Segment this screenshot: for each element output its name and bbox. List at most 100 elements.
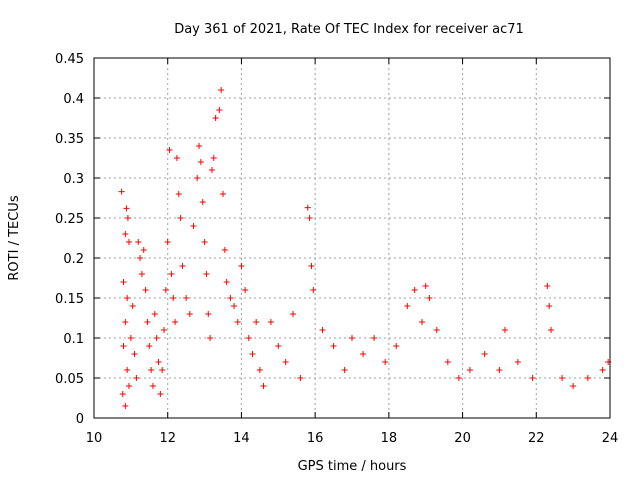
- x-tick-label: 14: [233, 431, 250, 446]
- data-point: [194, 175, 201, 181]
- data-point: [496, 367, 503, 373]
- data-point: [501, 327, 508, 333]
- y-tick-label: 0.25: [55, 212, 84, 227]
- data-point: [144, 319, 151, 325]
- x-tick-label: 24: [602, 431, 619, 446]
- data-point: [584, 375, 591, 381]
- data-point: [173, 155, 180, 161]
- data-point: [308, 263, 315, 269]
- data-point: [201, 239, 208, 245]
- data-point: [155, 359, 162, 365]
- data-point: [382, 359, 389, 365]
- data-point: [149, 383, 156, 389]
- data-point: [123, 205, 130, 212]
- data-point: [304, 204, 311, 211]
- data-point: [183, 295, 190, 301]
- plot-frame: [93, 57, 611, 419]
- data-point: [212, 115, 219, 121]
- data-point: [138, 271, 145, 277]
- x-tick-label: 22: [528, 431, 545, 446]
- x-tick-label: 18: [381, 431, 398, 446]
- data-point: [203, 271, 210, 277]
- data-point: [227, 295, 234, 301]
- data-point: [177, 215, 184, 221]
- y-tick-label: 0.05: [55, 372, 84, 387]
- data-point: [120, 343, 127, 349]
- data-point: [140, 247, 147, 253]
- data-point: [122, 403, 129, 409]
- data-point: [153, 335, 160, 341]
- data-point: [126, 239, 133, 245]
- data-point: [426, 295, 433, 301]
- data-point: [514, 359, 521, 365]
- data-point: [245, 335, 252, 341]
- data-point: [119, 391, 126, 397]
- data-point: [253, 319, 260, 325]
- data-point: [455, 375, 462, 381]
- data-point: [599, 367, 606, 373]
- data-point: [151, 311, 158, 317]
- x-axis-title: GPS time / hours: [298, 459, 407, 474]
- data-point: [341, 367, 348, 373]
- data-point: [433, 327, 440, 333]
- data-point: [306, 215, 313, 221]
- data-point: [127, 335, 134, 341]
- data-point: [570, 383, 577, 389]
- data-point: [166, 147, 173, 153]
- data-point: [422, 283, 429, 289]
- data-point: [122, 319, 129, 325]
- data-point: [135, 239, 142, 245]
- y-tick-label: 0.1: [63, 332, 84, 347]
- y-tick-label: 0.3: [63, 172, 84, 187]
- data-point: [349, 335, 355, 341]
- data-points-layer: [118, 87, 612, 409]
- data-point: [124, 367, 131, 373]
- data-point: [162, 287, 169, 293]
- data-point: [282, 359, 289, 365]
- y-tick-label: 0.2: [63, 252, 84, 267]
- ticks-layer: 10 12 14 16 18 20 22 24 0 0.05 0.1 0.15 0.2 0.25 0.3 0.…: [55, 52, 618, 446]
- data-point: [124, 295, 131, 301]
- data-point: [164, 239, 171, 245]
- data-point: [393, 343, 400, 349]
- data-point: [196, 143, 203, 149]
- data-point: [267, 319, 274, 325]
- data-point: [210, 155, 217, 161]
- data-point: [242, 287, 249, 293]
- data-point: [170, 295, 177, 301]
- data-point: [544, 283, 551, 289]
- data-point: [249, 351, 256, 357]
- chart-title: Day 361 of 2021, Rate Of TEC Index for r…: [174, 22, 524, 37]
- data-point: [221, 247, 228, 253]
- data-point: [297, 375, 304, 381]
- data-point: [404, 303, 411, 309]
- y-tick-label: 0: [76, 412, 84, 427]
- data-point: [190, 223, 197, 229]
- data-point: [360, 351, 367, 357]
- data-point: [256, 367, 263, 373]
- data-point: [148, 367, 155, 373]
- data-point: [419, 319, 426, 325]
- data-point: [118, 188, 125, 195]
- data-point: [238, 263, 245, 269]
- data-point: [124, 215, 131, 221]
- data-point: [159, 367, 166, 373]
- data-point: [126, 383, 133, 389]
- data-point: [205, 311, 212, 317]
- data-point: [548, 327, 555, 333]
- data-point: [481, 351, 488, 357]
- data-point: [131, 351, 138, 357]
- x-tick-label: 10: [86, 431, 103, 446]
- data-point: [371, 335, 378, 341]
- data-point: [133, 375, 140, 381]
- data-point: [216, 107, 223, 113]
- data-point: [223, 279, 230, 285]
- data-point: [168, 271, 175, 277]
- y-tick-label: 0.15: [55, 292, 84, 307]
- x-tick-label: 20: [454, 431, 471, 446]
- y-axis-title: ROTI / TECUs: [7, 195, 22, 280]
- data-point: [529, 375, 536, 381]
- data-point: [161, 327, 168, 333]
- data-point: [444, 359, 451, 365]
